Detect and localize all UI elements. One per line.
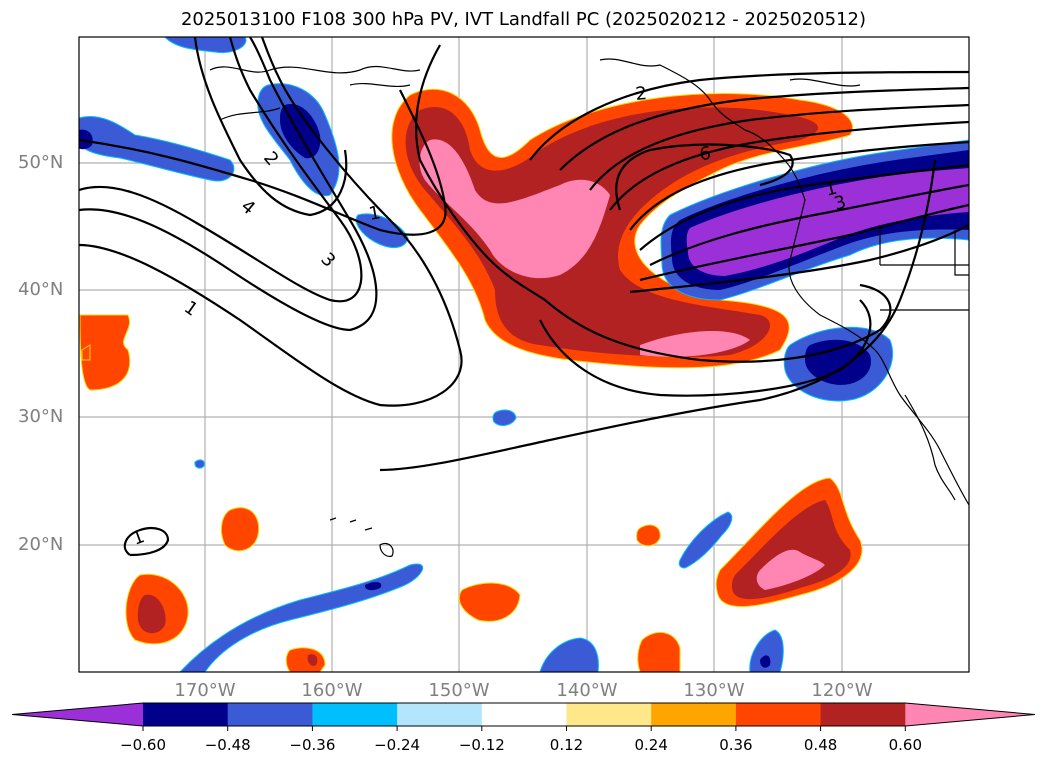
lon-label: 140°W bbox=[556, 680, 618, 701]
colorbar-tick-label: −0.12 bbox=[458, 736, 505, 754]
lon-label: 170°W bbox=[174, 680, 236, 701]
colorbar-tick-label: −0.48 bbox=[204, 736, 251, 754]
contour-label: 2 bbox=[259, 148, 282, 170]
lon-label: 150°W bbox=[428, 680, 490, 701]
lat-label: 20°N bbox=[18, 534, 64, 555]
lon-label: 120°W bbox=[811, 680, 873, 701]
contour-label: 2 bbox=[635, 83, 648, 105]
lat-label: 50°N bbox=[18, 152, 64, 173]
contour-label: 3 bbox=[316, 249, 339, 272]
lat-label: 30°N bbox=[18, 406, 64, 427]
colorbar-tick-label: 0.60 bbox=[888, 736, 922, 754]
lon-label: 130°W bbox=[683, 680, 745, 701]
contour-label: 1 bbox=[180, 297, 201, 321]
contour-label: 3 bbox=[832, 192, 848, 215]
positive-pv-shading bbox=[79, 88, 863, 672]
colorbar-tick-label: 0.12 bbox=[549, 736, 584, 754]
lat-label: 40°N bbox=[18, 279, 64, 300]
map-frame bbox=[78, 36, 970, 673]
colorbar-tick-label: 0.48 bbox=[803, 736, 838, 754]
contour-label: 6 bbox=[699, 143, 712, 165]
contour-label: 1 bbox=[823, 178, 839, 201]
colorbar-tick-label: −0.60 bbox=[120, 736, 166, 754]
colorbar-tick-label: 0.36 bbox=[719, 736, 753, 754]
colorbar-tick-label: 0.24 bbox=[634, 736, 668, 754]
pv-contours bbox=[79, 37, 969, 557]
colorbar-tick-label: −0.36 bbox=[289, 736, 336, 754]
contour-label: 4 bbox=[237, 196, 259, 219]
map-title: 2025013100 F108 300 hPa PV, IVT Landfall… bbox=[180, 9, 867, 30]
lon-label: 160°W bbox=[301, 680, 363, 701]
contour-label: 1 bbox=[367, 202, 382, 225]
colorbar-tick-label: −0.24 bbox=[374, 736, 421, 754]
